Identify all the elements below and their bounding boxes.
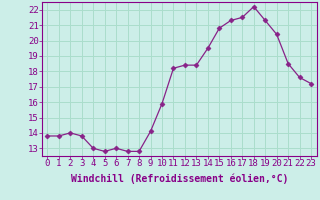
X-axis label: Windchill (Refroidissement éolien,°C): Windchill (Refroidissement éolien,°C) bbox=[70, 173, 288, 184]
